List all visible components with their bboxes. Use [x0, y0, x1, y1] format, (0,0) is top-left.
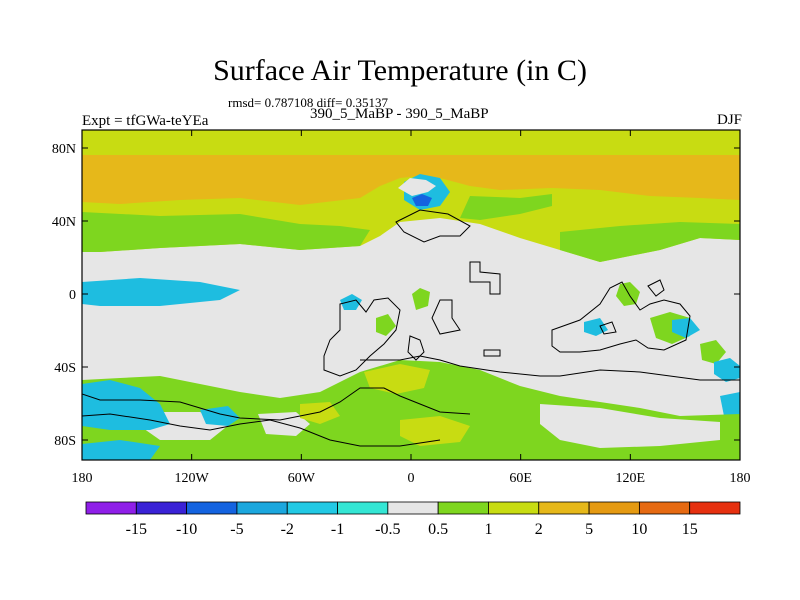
run-label: 390_5_MaBP - 390_5_MaBP	[310, 106, 489, 122]
colorbar-label: -1	[331, 521, 344, 538]
chart-title: Surface Air Temperature (in C)	[213, 54, 587, 87]
tropical-cyan-band	[82, 278, 240, 306]
colorbar-swatch	[588, 501, 640, 515]
tropical-cyan-patch-2	[584, 318, 608, 336]
south-yellowgreen-1	[364, 364, 430, 394]
colorbar: -15 -10 -5 -2 -1 -0.5 0.5 1 2 5 10 15	[85, 501, 741, 538]
pacific-green-belt	[560, 222, 740, 262]
coastlines	[82, 209, 740, 447]
experiment-label: Expt = tfGWa-teYEa	[82, 113, 209, 129]
x-tick-label: 120E	[616, 471, 646, 486]
colorbar-label: 10	[631, 521, 647, 538]
colorbar-label: -0.5	[375, 521, 400, 538]
y-tick-label: 40N	[52, 215, 76, 230]
season-label: DJF	[716, 112, 742, 128]
colorbar-swatch	[337, 501, 389, 515]
north-blue-anomaly	[412, 194, 432, 206]
x-tick-label: 180	[730, 471, 751, 486]
x-tick-label: 180	[72, 471, 93, 486]
south-neutral-gap-1	[540, 404, 720, 448]
colorbar-swatch	[85, 501, 137, 515]
colorbar-swatch	[186, 501, 238, 515]
tropical-cyan-patch-4	[714, 358, 740, 382]
chart-subtitle: rmsd= 0.787108 diff= 0.35137	[228, 95, 388, 110]
colorbar-label: 1	[484, 521, 492, 538]
y-tick-label: 40S	[54, 361, 76, 376]
colorbar-label: 2	[535, 521, 543, 538]
colorbar-swatch	[286, 501, 338, 515]
tropical-cyan-patch-5	[720, 392, 740, 418]
y-tick-label: 0	[69, 288, 76, 303]
tropical-green-patch-2	[616, 282, 640, 306]
y-axis: 80N 40N 0 40S 80S	[52, 142, 740, 449]
x-tick-label: 120W	[175, 471, 210, 486]
colorbar-swatch	[437, 501, 489, 515]
y-tick-label: 80N	[52, 142, 76, 157]
colorbar-swatch	[638, 501, 691, 515]
tropical-green-patch-5	[376, 314, 396, 336]
tropical-cyan-patch-1	[340, 294, 362, 310]
colorbar-swatch	[135, 501, 188, 515]
tropical-green-patch-1	[412, 288, 430, 310]
colorbar-swatch	[538, 501, 590, 515]
north-green-belt	[82, 212, 370, 252]
x-tick-label: 60E	[509, 471, 532, 486]
map-field	[82, 130, 740, 460]
x-tick-label: 60W	[288, 471, 316, 486]
y-tick-label: 80S	[54, 434, 76, 449]
north-orange-band	[82, 155, 740, 205]
colorbar-swatch	[689, 501, 741, 515]
colorbar-label: -2	[281, 521, 294, 538]
tropical-cyan-patch-3	[672, 318, 700, 338]
colorbar-swatch	[236, 501, 288, 515]
north-white-hole	[398, 178, 436, 196]
colorbar-label: 0.5	[428, 521, 448, 538]
mediterranean-green	[460, 194, 552, 220]
south-cyan-anomaly-3	[82, 440, 160, 460]
colorbar-swatch	[387, 501, 439, 515]
colorbar-label: -10	[176, 521, 197, 538]
colorbar-label: 5	[585, 521, 593, 538]
colorbar-label: 15	[682, 521, 698, 538]
colorbar-label: -5	[230, 521, 243, 538]
colorbar-swatch	[488, 501, 540, 515]
south-cyan-anomaly	[82, 380, 170, 430]
south-yellowgreen-2	[400, 416, 470, 446]
x-axis: 180 120W 60W 0 60E 120E 180	[72, 130, 751, 486]
tropical-green-patch-4	[700, 340, 726, 364]
x-tick-label: 0	[408, 471, 415, 486]
colorbar-label: -15	[126, 521, 147, 538]
